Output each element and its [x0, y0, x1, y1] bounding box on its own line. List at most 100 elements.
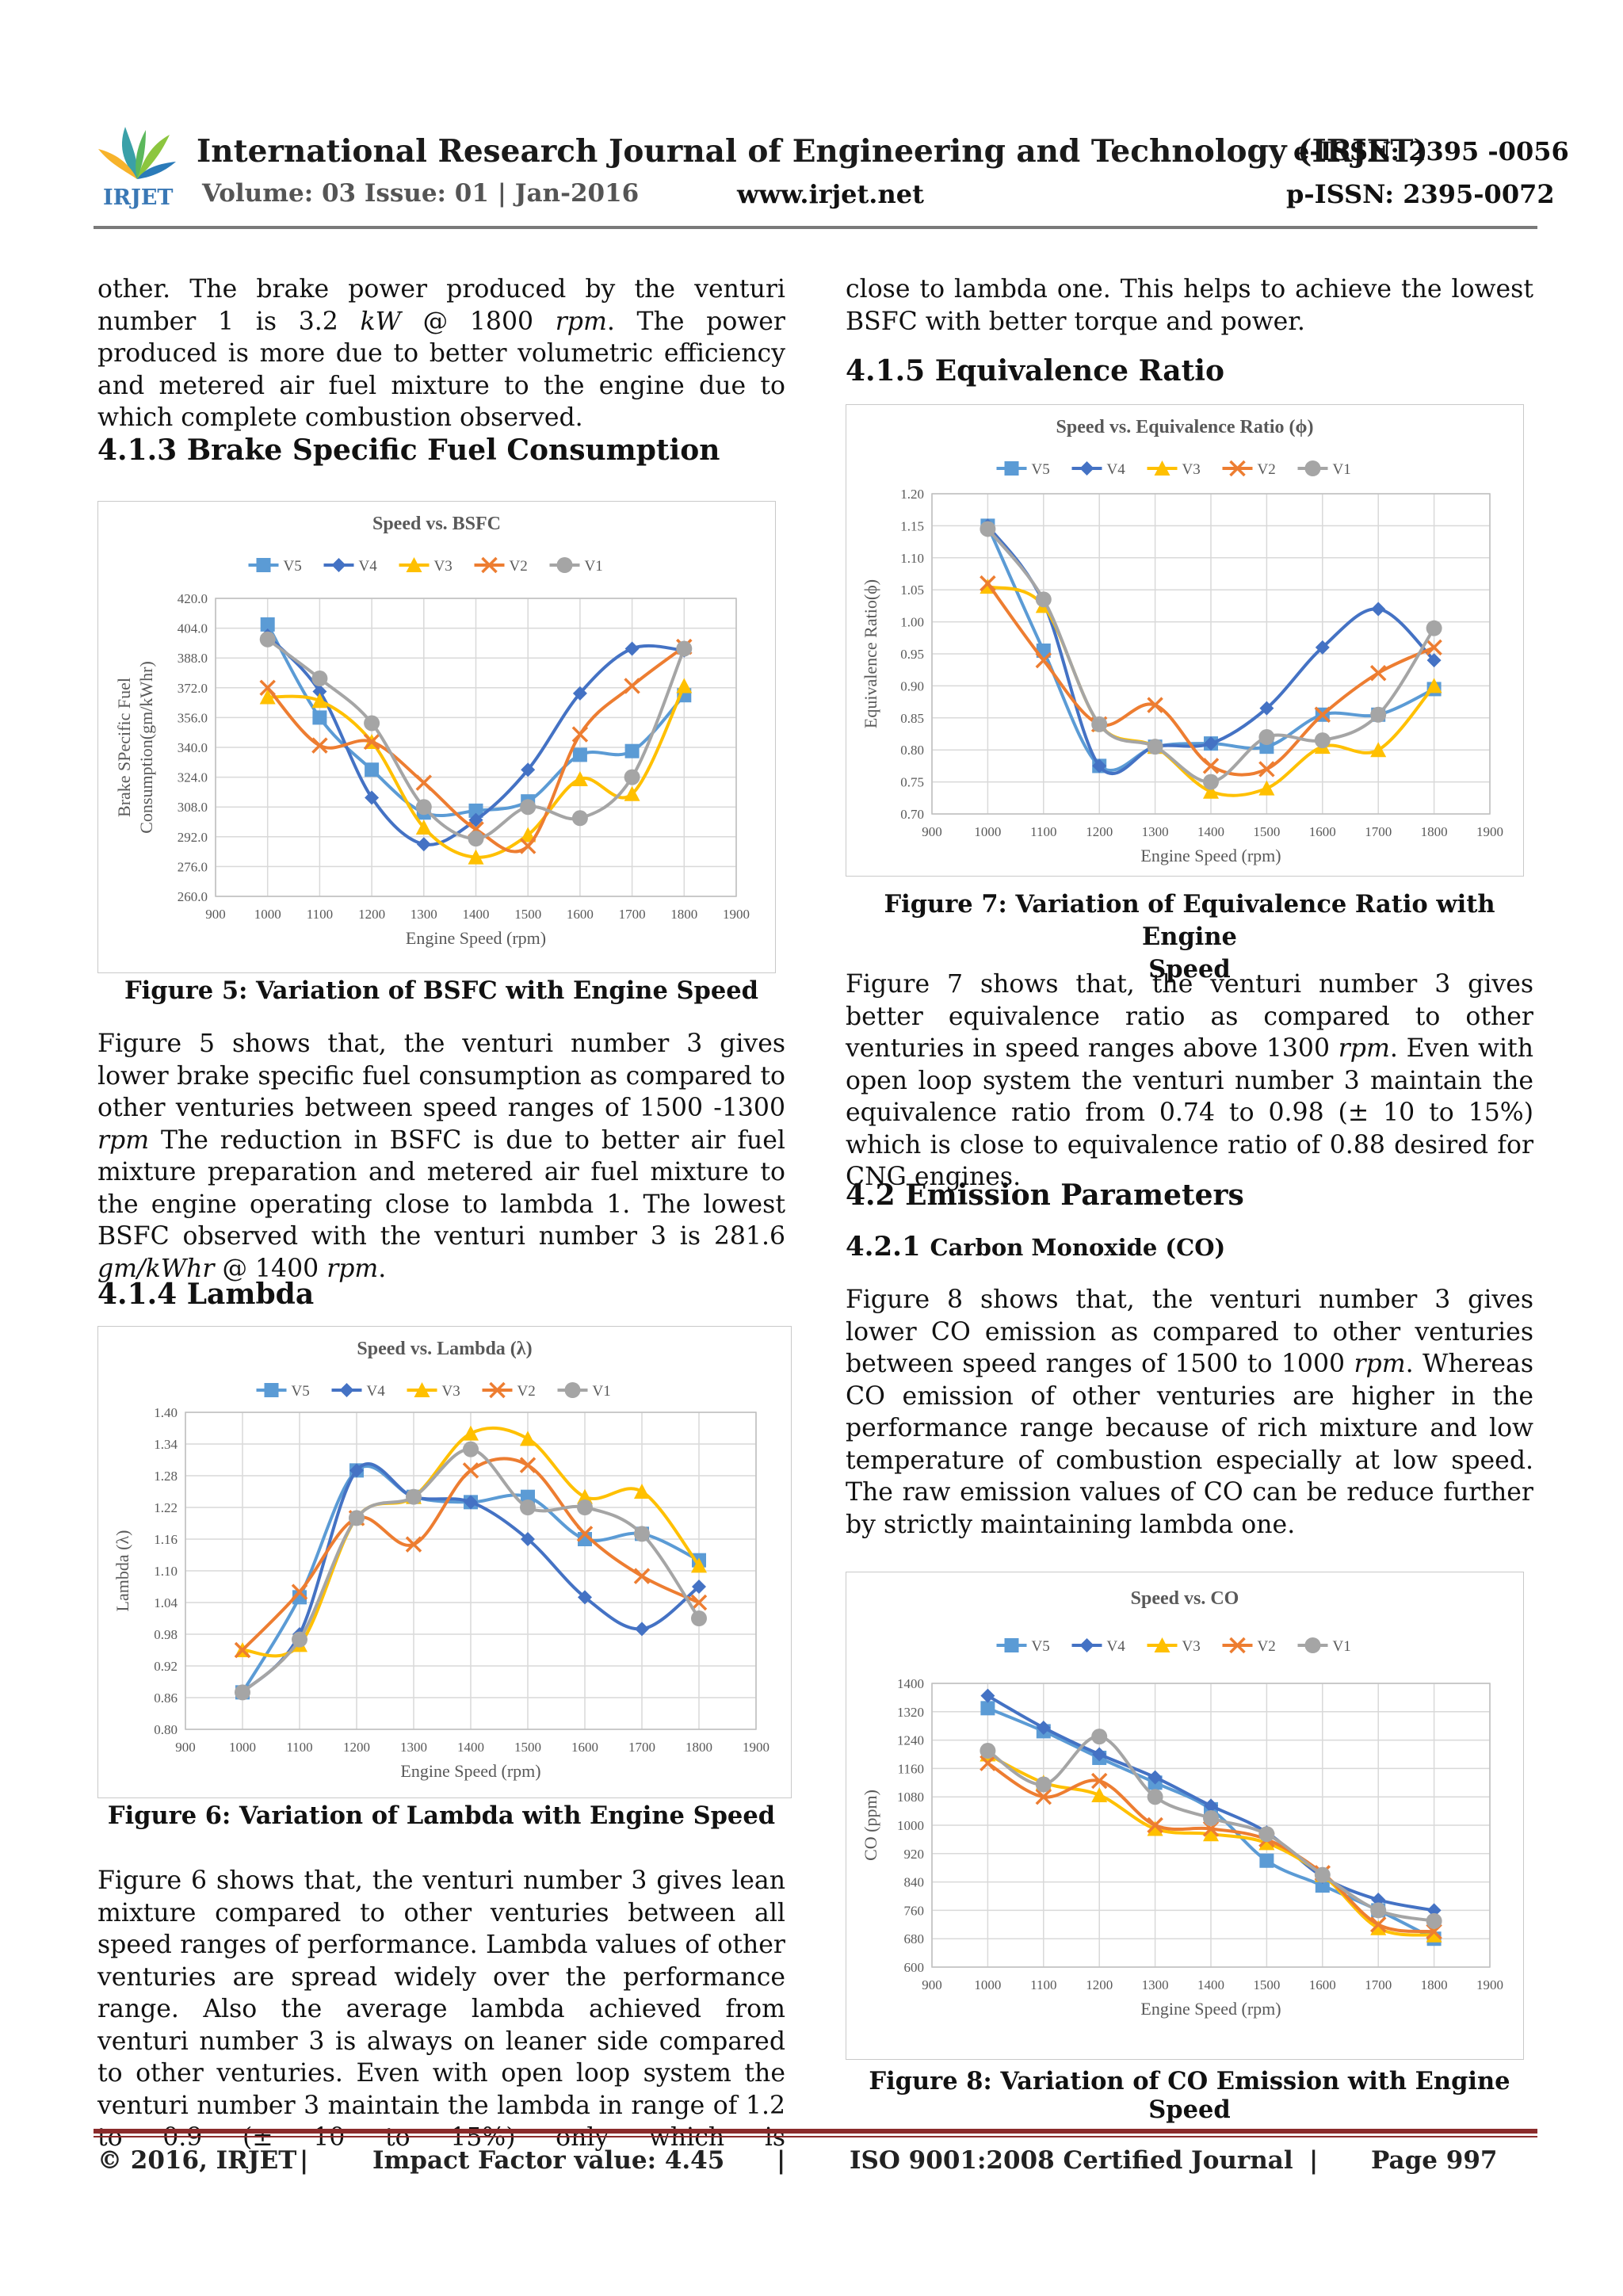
- footer-page: Page 997: [1371, 2146, 1498, 2175]
- data-point-v1: [1203, 774, 1219, 790]
- data-point-v4: [416, 837, 431, 852]
- x-tick-label: 1500: [1253, 824, 1280, 839]
- footer-separator: |: [300, 2146, 309, 2175]
- data-point-v3: [577, 1488, 593, 1504]
- x-tick-label: 1900: [723, 907, 750, 922]
- data-point-v1: [468, 831, 484, 847]
- legend-label-v3: V3: [442, 1383, 460, 1400]
- paragraph-co: Figure 8 shows that, the venturi number …: [846, 1286, 1533, 1539]
- data-point-v1: [1370, 1902, 1387, 1919]
- footer-separator: |: [1309, 2146, 1319, 2175]
- data-point-v2: [363, 733, 380, 751]
- data-point-v1: [235, 1684, 250, 1701]
- legend-label-v3: V3: [1182, 1638, 1201, 1655]
- x-tick-label: 1500: [1253, 1977, 1280, 1992]
- legend-label-v4: V4: [1107, 461, 1126, 478]
- x-tick-label: 1200: [358, 907, 385, 922]
- chart-legend: V5 V4 V3 V2 V1: [996, 1637, 1351, 1655]
- data-point-v5: [365, 762, 380, 777]
- legend-label-v5: V5: [1032, 461, 1050, 478]
- data-point-v2: [1369, 665, 1387, 682]
- data-point-v1: [463, 1441, 479, 1457]
- data-point-v3: [634, 1484, 650, 1499]
- y-tick-label: 1400: [897, 1676, 924, 1691]
- data-point-v2: [415, 774, 433, 791]
- y-tick-label: 1.22: [154, 1500, 178, 1515]
- y-tick-label: 292.0: [178, 830, 208, 845]
- legend-marker-v5: [264, 1383, 279, 1397]
- figure-5-caption: Figure 5: Variation of BSFC with Engine …: [124, 976, 758, 1005]
- data-point-v3: [259, 689, 276, 705]
- data-point-v1: [259, 631, 276, 648]
- legend-label-v1: V1: [1333, 461, 1351, 478]
- data-point-v2: [571, 726, 589, 743]
- data-point-v1: [520, 1499, 536, 1515]
- header-rule: [94, 226, 1537, 229]
- legend-label-v1: V1: [585, 558, 603, 575]
- data-point-v2: [980, 1755, 996, 1771]
- data-point-v5: [260, 617, 275, 632]
- y-tick-label: 1.04: [154, 1595, 178, 1610]
- data-point-v4: [692, 1580, 706, 1594]
- data-point-v2: [259, 679, 276, 697]
- x-tick-label: 1000: [254, 907, 281, 922]
- data-point-v3: [1426, 678, 1442, 693]
- legend-label-v5: V5: [284, 558, 302, 575]
- data-point-v4: [312, 684, 327, 699]
- data-point-v2: [311, 737, 328, 754]
- y-tick-label: 600: [904, 1960, 925, 1975]
- data-point-v3: [520, 827, 537, 842]
- data-point-v3: [691, 1557, 707, 1573]
- data-point-v1: [1035, 1776, 1052, 1793]
- x-tick-label: 1100: [1030, 1977, 1056, 1992]
- legend-marker-v3: [1154, 1637, 1170, 1652]
- data-point-v1: [520, 799, 537, 816]
- legend-marker-v5: [256, 558, 271, 572]
- data-point-v1: [1370, 706, 1387, 723]
- journal-url[interactable]: www.irjet.net: [737, 179, 924, 209]
- data-point-v3: [1091, 1786, 1108, 1802]
- data-point-v4: [572, 686, 587, 701]
- data-point-v2: [980, 575, 996, 592]
- x-tick-label: 1500: [514, 1740, 541, 1755]
- footer-rule: [94, 2129, 1537, 2134]
- data-point-v3: [415, 819, 432, 835]
- data-point-v4: [1371, 602, 1386, 617]
- y-tick-label: 840: [904, 1875, 925, 1890]
- data-point-v5: [312, 710, 327, 725]
- chart-legend: V5 V4 V3 V2 V1: [996, 460, 1351, 478]
- data-point-v1: [1426, 620, 1442, 636]
- y-tick-label: 1000: [897, 1818, 924, 1833]
- data-point-v3: [676, 678, 693, 693]
- data-point-v1: [364, 715, 380, 732]
- data-point-v1: [1147, 739, 1163, 755]
- data-point-v4: [349, 1463, 364, 1478]
- y-tick-label: 1.28: [154, 1469, 178, 1484]
- plot-area-border: [931, 493, 1491, 815]
- figure-7-chart: Speed vs. Equivalence Ratio (ϕ) V5 V4 V3 V2 V…: [846, 404, 1524, 877]
- x-tick-label: 1800: [670, 907, 697, 922]
- paragraph-lambda-cont: close to lambda one. This helps to achie…: [846, 275, 1533, 336]
- data-point-v5: [1259, 1853, 1274, 1868]
- data-point-v3: [571, 770, 588, 786]
- data-point-v1: [1258, 1826, 1275, 1843]
- x-tick-label: 900: [922, 1977, 942, 1992]
- data-point-v5: [624, 743, 640, 758]
- data-point-v3: [1370, 1920, 1387, 1935]
- paragraph-lambda: Figure 6 shows that, the venturi number …: [97, 1866, 785, 2152]
- section-heading-bsfc: 4.1.3 Brake Specific Fuel Consumption: [97, 434, 720, 467]
- plot-area-border: [931, 1683, 1491, 1968]
- footer-rule-thin: [94, 2136, 1537, 2137]
- data-point-v2: [462, 1462, 479, 1479]
- series-v2: [234, 1457, 708, 1659]
- legend-marker-v4: [1079, 461, 1094, 476]
- x-tick-label: 1800: [685, 1740, 712, 1755]
- x-tick-label: 1600: [1309, 824, 1336, 839]
- section-heading-co: 4.2.1 Carbon Monoxide (CO): [846, 1231, 1226, 1263]
- data-point-v1: [406, 1488, 422, 1505]
- y-tick-label: 276.0: [178, 859, 208, 874]
- plot-area-border: [185, 1412, 757, 1730]
- data-point-v4: [1204, 1798, 1218, 1813]
- chart-title: Speed vs. Lambda (λ): [357, 1339, 532, 1359]
- x-axis-label: Engine Speed (rpm): [400, 1761, 540, 1781]
